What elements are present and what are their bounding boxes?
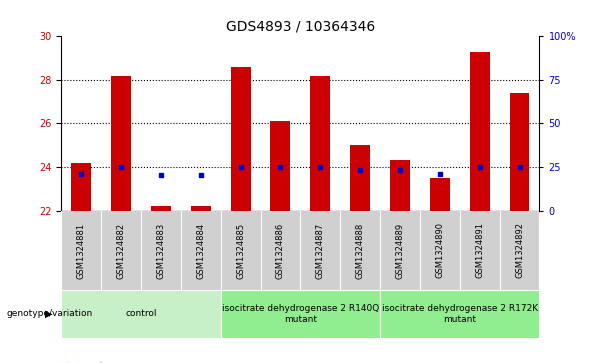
- Text: GSM1324883: GSM1324883: [156, 223, 166, 278]
- Bar: [380, 290, 539, 338]
- Text: GSM1324885: GSM1324885: [236, 223, 245, 278]
- Bar: [71, 163, 91, 211]
- Text: GSM1324891: GSM1324891: [475, 223, 484, 278]
- Bar: [470, 52, 490, 211]
- Bar: [151, 206, 171, 211]
- Bar: [270, 121, 291, 211]
- Bar: [430, 178, 450, 211]
- Text: GSM1324884: GSM1324884: [196, 223, 205, 278]
- Bar: [221, 290, 380, 338]
- Bar: [390, 160, 410, 211]
- Bar: [61, 290, 221, 338]
- Text: isocitrate dehydrogenase 2 R172K
mutant: isocitrate dehydrogenase 2 R172K mutant: [382, 304, 538, 324]
- Text: GSM1324882: GSM1324882: [116, 223, 126, 278]
- Text: ▶: ▶: [45, 309, 52, 319]
- Text: isocitrate dehydrogenase 2 R140Q
mutant: isocitrate dehydrogenase 2 R140Q mutant: [222, 304, 379, 324]
- Text: GSM1324889: GSM1324889: [395, 223, 405, 278]
- Text: GSM1324881: GSM1324881: [77, 223, 86, 278]
- Text: GSM1324886: GSM1324886: [276, 223, 285, 278]
- Bar: [509, 93, 530, 211]
- Text: GSM1324890: GSM1324890: [435, 223, 444, 278]
- Text: ■: ■: [61, 362, 72, 363]
- Text: control: control: [125, 310, 157, 318]
- Text: GSM1324888: GSM1324888: [356, 223, 365, 278]
- Bar: [310, 76, 330, 211]
- Bar: [111, 76, 131, 211]
- Bar: [350, 145, 370, 211]
- Bar: [230, 67, 251, 211]
- Text: count: count: [77, 362, 104, 363]
- Text: genotype/variation: genotype/variation: [6, 310, 93, 318]
- Text: GSM1324892: GSM1324892: [515, 223, 524, 278]
- Text: GSM1324887: GSM1324887: [316, 223, 325, 278]
- Title: GDS4893 / 10364346: GDS4893 / 10364346: [226, 20, 375, 34]
- Bar: [191, 206, 211, 211]
